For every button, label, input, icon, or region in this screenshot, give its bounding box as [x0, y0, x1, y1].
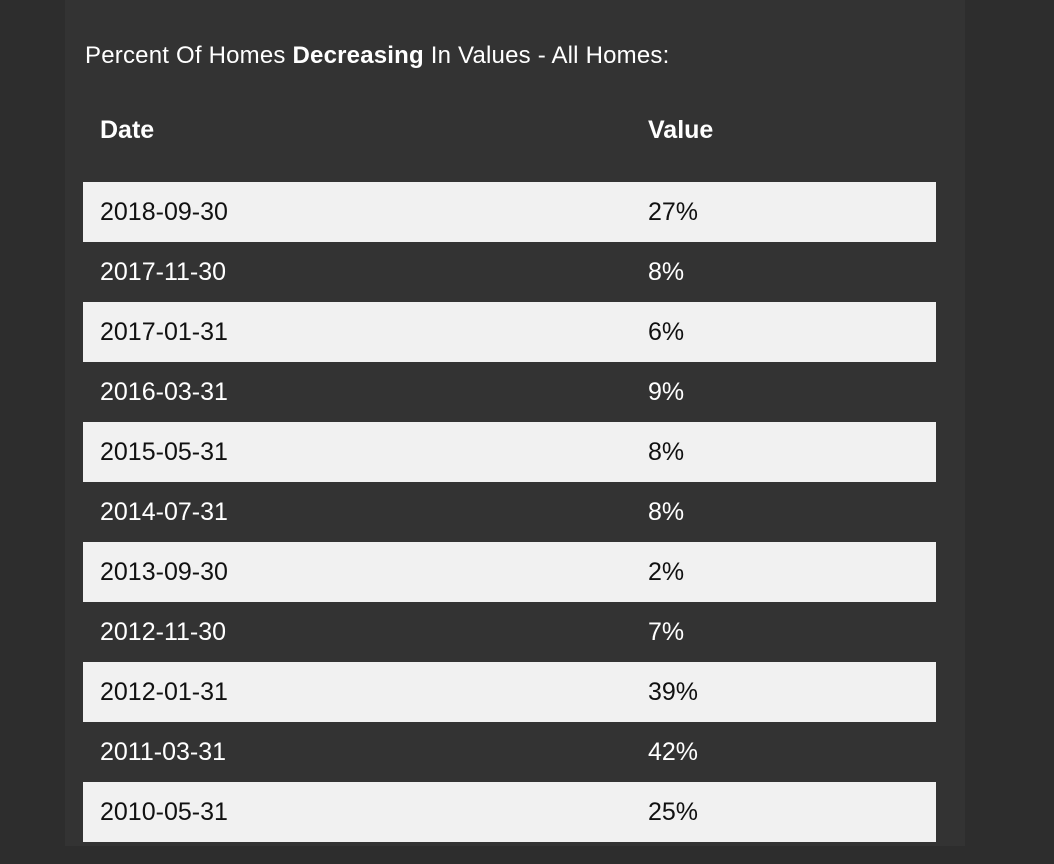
value-cell: 42%	[648, 737, 699, 766]
date-cell: 2010-05-31	[100, 797, 228, 826]
date-cell: 2014-07-31	[100, 497, 228, 526]
date-cell: 2013-09-30	[100, 557, 228, 586]
value-cell: 27%	[648, 197, 699, 226]
date-cell: 2018-09-30	[100, 197, 228, 226]
table-row: 2010-05-31 25%	[83, 782, 936, 842]
content-panel: Percent Of Homes Decreasing In Values - …	[65, 0, 965, 846]
table-row: 2014-07-31 8%	[83, 482, 936, 542]
date-cell: 2016-03-31	[100, 377, 228, 406]
page-title-bold-word: Decreasing	[292, 42, 424, 69]
table-row: 2016-03-31 9%	[83, 362, 936, 422]
value-cell: 8%	[648, 257, 685, 286]
value-cell: 8%	[648, 497, 685, 526]
page-title-prefix: Percent Of Homes	[85, 42, 293, 69]
page-title: Percent Of Homes Decreasing In Values - …	[85, 42, 965, 70]
value-cell: 39%	[648, 677, 699, 706]
table-row: 2017-01-31 6%	[83, 302, 936, 362]
value-cell: 8%	[648, 437, 685, 466]
date-cell: 2015-05-31	[100, 437, 228, 466]
date-cell: 2012-11-30	[100, 617, 227, 646]
table-row: 2015-05-31 8%	[83, 422, 936, 482]
column-header-date: Date	[100, 115, 155, 144]
date-cell: 2012-01-31	[100, 677, 228, 706]
value-cell: 6%	[648, 317, 685, 346]
table-body: 2018-09-30 27% 2017-11-30 8% 2017-01-31 …	[83, 182, 936, 842]
value-cell: 7%	[648, 617, 685, 646]
data-table: Date Value 2018-09-30 27% 2017-11-30 8% …	[83, 102, 936, 842]
table-row: 2017-11-30 8%	[83, 242, 936, 302]
value-cell: 25%	[648, 797, 699, 826]
page-title-suffix: In Values - All Homes:	[423, 42, 670, 69]
table-row: 2018-09-30 27%	[83, 182, 936, 242]
date-cell: 2017-01-31	[100, 317, 228, 346]
table-header-row: Date Value	[83, 102, 936, 158]
value-cell: 2%	[648, 557, 685, 586]
table-row: 2011-03-31 42%	[83, 722, 936, 782]
table-row: 2012-11-30 7%	[83, 602, 936, 662]
date-cell: 2011-03-31	[100, 737, 227, 766]
table-row: 2013-09-30 2%	[83, 542, 936, 602]
value-cell: 9%	[648, 377, 685, 406]
table-row: 2012-01-31 39%	[83, 662, 936, 722]
date-cell: 2017-11-30	[100, 257, 227, 286]
column-header-value: Value	[648, 115, 714, 144]
